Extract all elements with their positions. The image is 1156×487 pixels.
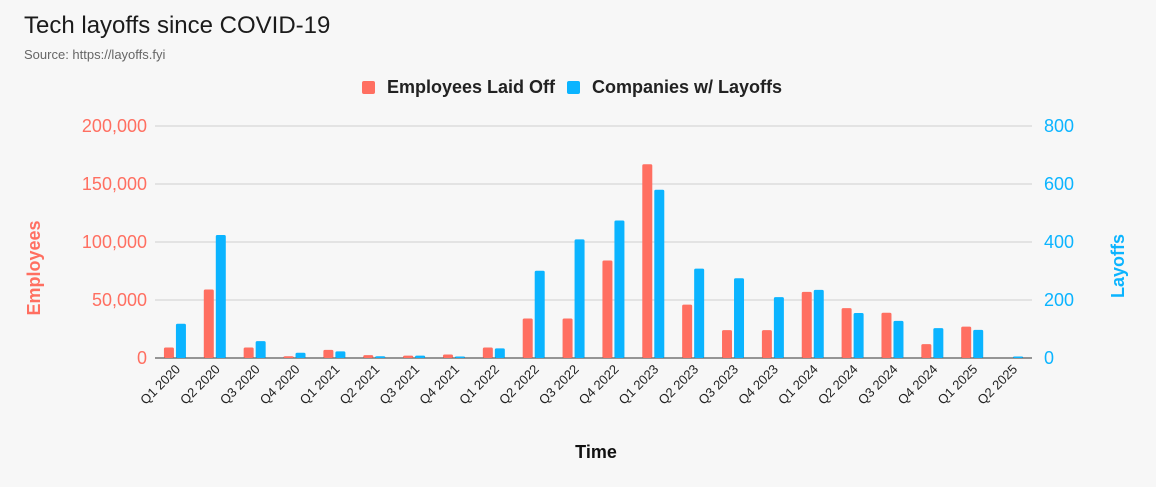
x-tick: Q2 2023 — [655, 362, 701, 408]
x-tick: Q1 2025 — [934, 362, 980, 408]
bar-employees[interactable] — [283, 356, 294, 358]
x-tick: Q1 2021 — [297, 362, 343, 408]
y-tick-left: 50,000 — [92, 290, 147, 310]
x-tick: Q2 2021 — [336, 362, 382, 408]
y-tick-right: 600 — [1044, 174, 1074, 194]
bar-companies[interactable] — [454, 356, 465, 358]
y-tick-right: 200 — [1044, 290, 1074, 310]
bar-companies[interactable] — [375, 356, 386, 358]
bars — [163, 164, 1024, 358]
y-tick-left: 100,000 — [82, 232, 147, 252]
y-tick-right: 0 — [1044, 348, 1054, 368]
legend: Employees Laid Off Companies w/ Layoffs — [0, 77, 1156, 98]
bar-companies[interactable] — [893, 320, 904, 358]
bar-companies[interactable] — [415, 355, 426, 358]
chart-subtitle: Source: https://layoffs.fyi — [24, 47, 166, 62]
x-tick: Q3 2020 — [217, 362, 263, 408]
x-tick: Q2 2020 — [177, 362, 223, 408]
bar-employees[interactable] — [163, 347, 174, 358]
bar-companies[interactable] — [734, 278, 745, 358]
bar-companies[interactable] — [614, 220, 625, 358]
x-tick: Q4 2023 — [735, 362, 781, 408]
bar-employees[interactable] — [722, 330, 733, 358]
x-tick: Q3 2024 — [855, 362, 901, 408]
x-tick: Q1 2023 — [616, 362, 662, 408]
bar-employees[interactable] — [482, 347, 493, 358]
gridlines — [155, 125, 1032, 359]
y-axis-right-title: Layoffs — [1108, 234, 1128, 298]
y-tick-right: 400 — [1044, 232, 1074, 252]
bar-companies[interactable] — [1013, 356, 1024, 358]
y-tick-right: 800 — [1044, 116, 1074, 136]
bar-employees[interactable] — [801, 291, 812, 358]
y-tick-left: 0 — [137, 348, 147, 368]
y-axis-right: 0 200 400 600 800 — [1044, 116, 1074, 368]
bar-employees[interactable] — [243, 347, 254, 358]
y-tick-left: 200,000 — [82, 116, 147, 136]
bar-employees[interactable] — [602, 260, 613, 358]
bar-companies[interactable] — [853, 313, 864, 358]
x-tick: Q1 2020 — [137, 362, 183, 408]
x-tick: Q2 2025 — [974, 362, 1020, 408]
bar-companies[interactable] — [175, 323, 186, 358]
bar-companies[interactable] — [933, 328, 944, 358]
x-tick: Q4 2022 — [576, 362, 622, 408]
x-tick: Q3 2023 — [695, 362, 741, 408]
legend-swatch-companies — [567, 81, 580, 94]
bar-companies[interactable] — [654, 189, 665, 358]
bar-companies[interactable] — [534, 270, 545, 358]
x-axis-title: Time — [575, 442, 617, 462]
bar-employees[interactable] — [961, 326, 972, 358]
bar-employees[interactable] — [921, 344, 932, 358]
bar-companies[interactable] — [255, 341, 266, 358]
bar-employees[interactable] — [522, 318, 533, 358]
bar-employees[interactable] — [881, 312, 892, 358]
bar-employees[interactable] — [841, 308, 852, 358]
x-tick: Q1 2022 — [456, 362, 502, 408]
bar-employees[interactable] — [203, 289, 214, 358]
x-tick: Q3 2021 — [376, 362, 422, 408]
bar-employees[interactable] — [562, 318, 573, 358]
legend-label-companies: Companies w/ Layoffs — [592, 77, 783, 97]
chart-title: Tech layoffs since COVID-19 — [24, 12, 331, 39]
bar-employees[interactable] — [323, 349, 334, 358]
bar-companies[interactable] — [295, 352, 306, 358]
bar-employees[interactable] — [363, 355, 374, 358]
bar-companies[interactable] — [335, 351, 346, 358]
bar-employees[interactable] — [442, 354, 453, 358]
legend-label-employees: Employees Laid Off — [386, 77, 555, 97]
bar-companies[interactable] — [813, 289, 824, 358]
bar-employees[interactable] — [642, 164, 653, 358]
bar-companies[interactable] — [574, 239, 585, 358]
x-tick: Q2 2022 — [496, 362, 542, 408]
bar-employees[interactable] — [761, 330, 772, 358]
bar-companies[interactable] — [694, 268, 705, 358]
x-tick: Q1 2024 — [775, 362, 821, 408]
x-tick: Q3 2022 — [536, 362, 582, 408]
bar-companies[interactable] — [773, 297, 784, 358]
x-tick: Q4 2020 — [257, 362, 303, 408]
x-tick: Q4 2024 — [895, 362, 941, 408]
legend-swatch-employees — [361, 81, 375, 94]
y-axis-left-title: Employees — [24, 220, 44, 315]
bar-companies[interactable] — [973, 329, 984, 358]
bar-employees[interactable] — [682, 304, 693, 358]
legend-item-employees[interactable]: Employees Laid Off — [361, 77, 555, 98]
y-axis-left: 0 50,000 100,000 150,000 200,000 — [82, 116, 147, 368]
x-tick: Q2 2024 — [815, 362, 861, 408]
bar-companies[interactable] — [215, 235, 226, 358]
x-tick: Q4 2021 — [416, 362, 462, 408]
bar-companies[interactable] — [494, 348, 505, 358]
y-tick-left: 150,000 — [82, 174, 147, 194]
legend-item-companies[interactable]: Companies w/ Layoffs — [567, 77, 782, 98]
bar-employees[interactable] — [403, 355, 414, 358]
